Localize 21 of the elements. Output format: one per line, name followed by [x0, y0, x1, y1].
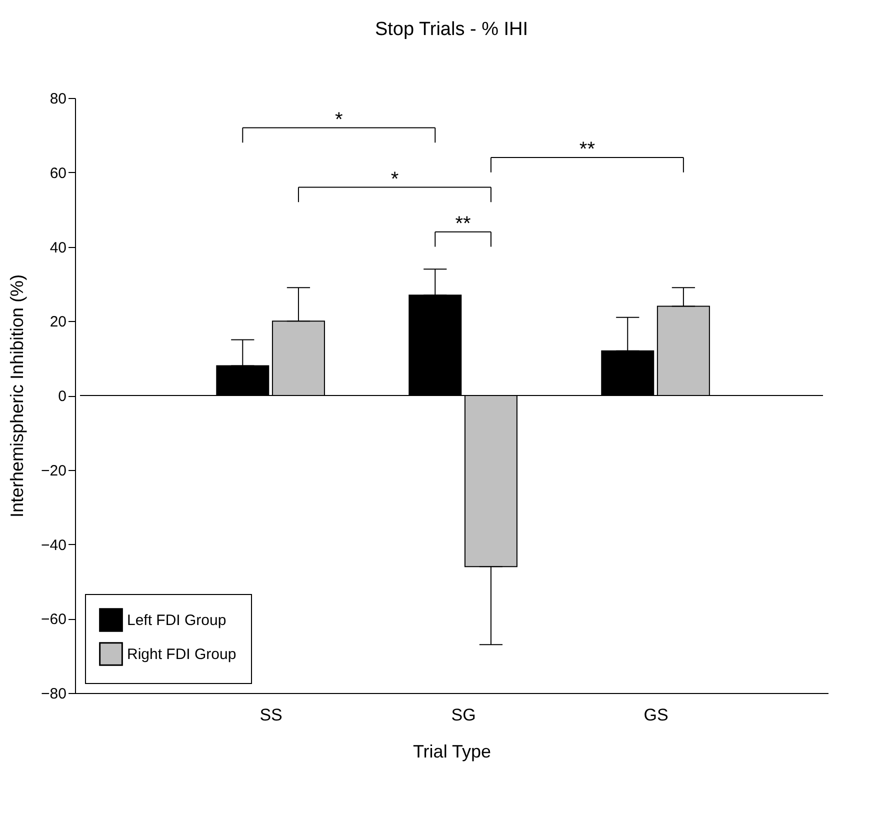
x-tick-label: SG [451, 706, 476, 724]
chart-title: Stop Trials - % IHI [374, 19, 528, 40]
y-axis-title: Interhemispheric Inhibition (%) [7, 274, 28, 518]
annotation: ** [579, 138, 596, 160]
y-tick-label: 80 [50, 90, 66, 108]
y-tick-label: −60 [41, 611, 66, 628]
legend-label: Left FDI Group [127, 612, 226, 629]
y-tick-label: 0 [58, 388, 66, 405]
y-tick-label: −40 [41, 536, 66, 554]
x-tick-label: SS [260, 706, 282, 724]
y-tick-label: 60 [50, 164, 66, 182]
annotation: ** [455, 212, 472, 235]
y-tick-label: 40 [50, 239, 66, 256]
annotation: * [390, 168, 399, 190]
y-tick-label: −20 [41, 462, 66, 480]
x-tick-label: GS [644, 706, 668, 724]
y-tick-label: 20 [50, 314, 66, 331]
y-tick-label: −80 [41, 686, 66, 702]
annotation: * [334, 108, 343, 131]
legend-label: Right FDI Group [127, 646, 236, 663]
x-axis-title: Trial Type [412, 742, 492, 762]
